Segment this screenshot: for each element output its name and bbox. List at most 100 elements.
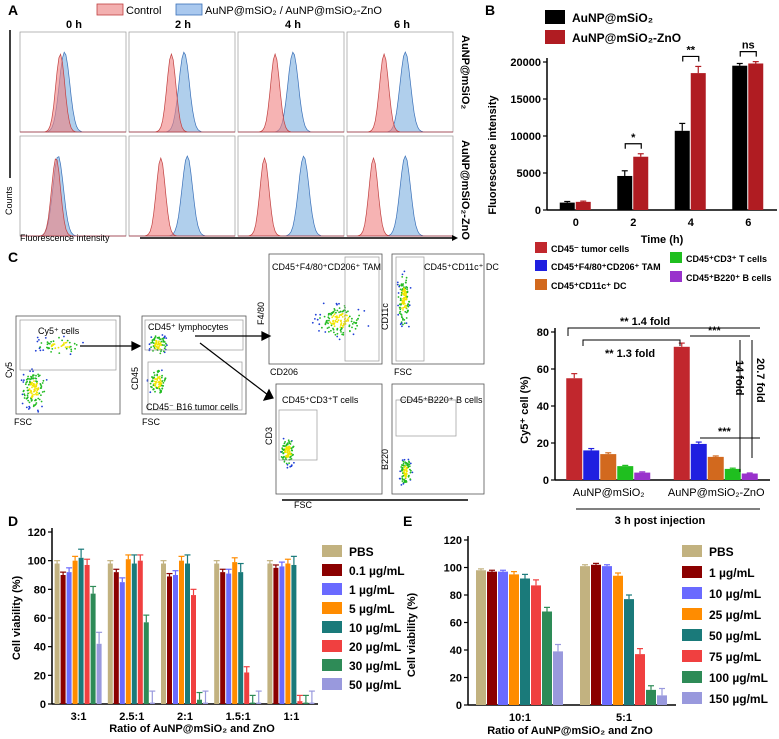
flow-plot-b: [391, 383, 485, 495]
dot-cy5-120: [32, 377, 35, 379]
dot-b-59: [401, 480, 404, 482]
dot-tam-89: [328, 317, 331, 320]
b-ytick-label-4: 20000: [510, 57, 541, 69]
dot-tam-13: [327, 322, 329, 325]
dot-dc-22: [398, 312, 401, 314]
legend-e-swatch-2: [682, 587, 702, 599]
dot-cd45b-78: [158, 385, 160, 388]
dot-cy5b-35: [64, 346, 67, 349]
e-xtick-label-1: 5:1: [616, 712, 632, 724]
dot-cy5-38: [21, 393, 24, 396]
d-bar-s1-c1: [113, 572, 119, 704]
dot-dc-112: [403, 293, 406, 296]
dot-cy5-92: [40, 385, 43, 388]
dot-t-95: [290, 440, 293, 443]
legend-b-swatch-1: [545, 10, 565, 24]
b-bar-s1-c0: [575, 201, 591, 210]
dot-dc-92: [399, 297, 402, 300]
legend-d-label-7: 50 µg/mL: [349, 678, 401, 692]
dot-tam-98: [311, 321, 314, 324]
dot-tam-25: [341, 316, 344, 318]
dot-tam-71: [326, 327, 329, 329]
dot-cy5-52: [28, 381, 31, 384]
dot-cy5-123: [22, 390, 25, 393]
panel-d-letter: D: [8, 513, 18, 529]
dot-cy5-41: [31, 386, 33, 389]
e-bar-s6-c1: [646, 689, 656, 705]
b-ytick-label-1: 5000: [517, 168, 541, 180]
flow-dots-t: [280, 437, 295, 469]
dot-cy5-76: [26, 389, 29, 392]
dot-cy5b-45: [50, 340, 52, 343]
d-bar-s5-c0: [84, 564, 90, 704]
c-xtick-label-0: AuNP@mSiO₂: [573, 487, 645, 499]
counts-axis-label: Counts: [4, 186, 14, 215]
dot-tam-45: [335, 311, 337, 314]
dot-cd45b-77: [153, 380, 156, 383]
d-xtick-label-2: 2:1: [177, 711, 193, 723]
dot-tam-34: [345, 320, 347, 323]
dot-cy5-37: [24, 383, 27, 386]
dot-dc-84: [397, 304, 399, 307]
dot-tam-138: [347, 320, 349, 322]
dot-cy5-33: [28, 378, 31, 380]
c-bar-s4-c0: [634, 472, 651, 480]
dot-dc-11: [396, 281, 399, 284]
dot-cd45a-71: [152, 345, 155, 347]
dot-b-81: [405, 462, 407, 465]
dot-t-73: [288, 462, 290, 464]
c-sig-label-2: ***: [718, 426, 732, 438]
legend-e-label-0: PBS: [709, 545, 734, 559]
flow-plot-t: [275, 383, 383, 495]
dot-b-79: [400, 466, 403, 468]
dot-tam-134: [335, 302, 338, 305]
dot-tam-128: [331, 323, 334, 325]
dot-t-72: [281, 450, 283, 453]
dot-cd45b-34: [151, 379, 154, 382]
axis-cd11c: CD11c: [380, 303, 390, 330]
dot-cy5b-18: [69, 345, 72, 348]
dot-cd45a-39: [155, 340, 158, 343]
gate-tam: [344, 256, 380, 362]
e-bar-s4-c1: [624, 599, 634, 705]
dot-cy5b-13: [75, 344, 78, 346]
hist-control-r1-c0: [20, 158, 126, 237]
dot-tam-104: [335, 316, 338, 319]
dot-cy5-42: [40, 400, 43, 403]
gate-b16: [147, 361, 243, 411]
dot-tam-142: [336, 321, 339, 323]
dot-cy5-117: [40, 394, 42, 397]
dot-tam-87: [319, 313, 322, 316]
dot-dc-88: [401, 290, 404, 293]
arrowhead-1: [131, 341, 142, 351]
dot-cy5-16: [37, 387, 40, 389]
dot-t-90: [285, 449, 287, 451]
dot-t-67: [283, 460, 286, 463]
legend-e: PBS 1 µg/mL 10 µg/mL 25 µg/mL 50 µg/mL 75 µg/…: [682, 545, 768, 706]
axis-cy5: Cy5: [4, 362, 14, 378]
gate-t-label: CD45⁺CD3⁺T cells: [282, 395, 359, 405]
dot-cd45a-53: [159, 342, 162, 344]
b-xtick-label-1: 2: [630, 217, 636, 229]
dot-dc-113: [406, 304, 409, 306]
legend-d: PBS 0.1 µg/mL 1 µg/mL 5 µg/mL 10 µg/mL 20 µg/…: [322, 545, 405, 692]
dot-cd45a-72: [154, 336, 156, 339]
chart-d: 0 20 40 60 80 100 120 3:1 2.5:1 2:1 1.5:1 1:1: [28, 527, 318, 723]
dot-t-50: [283, 455, 285, 458]
dot-b-73: [409, 468, 411, 471]
c-bar-s0-c0: [566, 378, 583, 480]
dot-cy5-19: [23, 394, 26, 397]
dot-dc-0: [405, 322, 408, 324]
dot-cd45b-74: [156, 387, 159, 390]
chart-c: 0 20 40 60 80 AuNP@mSiO₂ AuNP@mSiO₂-ZnO ** 1.4 …: [537, 316, 770, 499]
e-bar-s0-c1: [580, 566, 590, 705]
dot-cd45a-35: [159, 348, 162, 350]
c-fold-label-1: ** 1.4 fold: [620, 316, 670, 328]
legend-d-swatch-6: [322, 659, 342, 671]
dot-cd45a-43: [151, 341, 154, 344]
dot-tam-48: [347, 316, 350, 319]
dot-dc-100: [400, 303, 402, 306]
flow-dots-dc: [396, 270, 412, 328]
dot-cy5-135: [30, 382, 33, 385]
dot-cd45a-29: [161, 337, 164, 340]
